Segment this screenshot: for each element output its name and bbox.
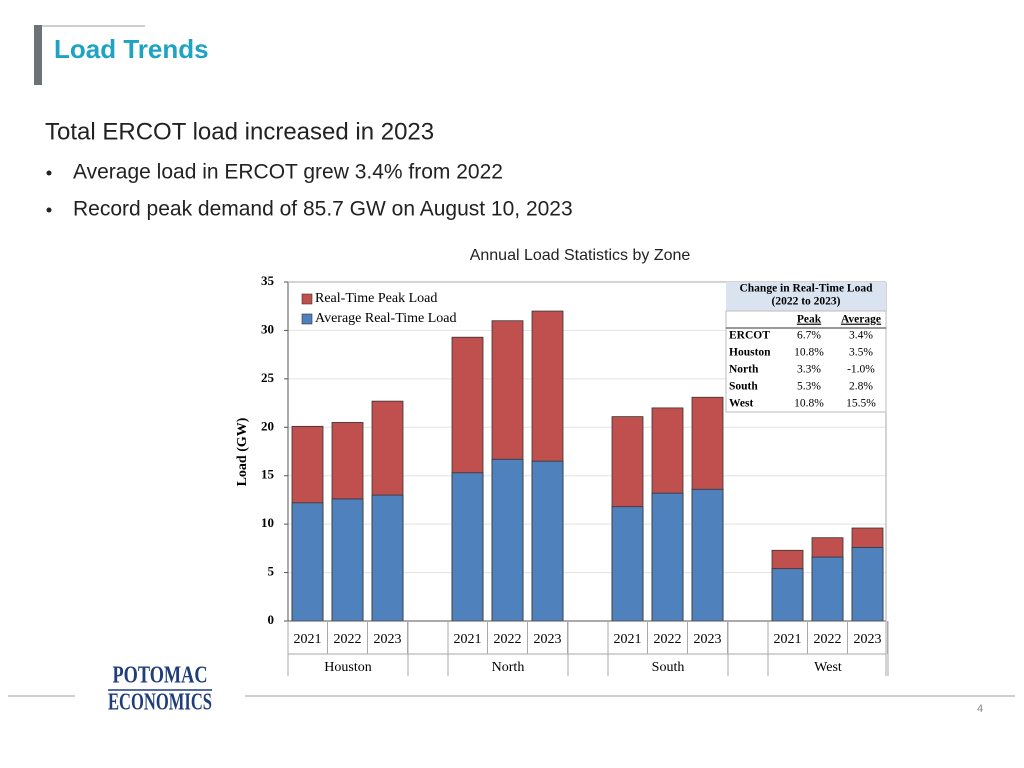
bullet: Record peak demand of 85.7 GW on August …	[73, 198, 573, 221]
x-tick-label: 2022	[814, 632, 842, 647]
y-tick-label: 15	[261, 467, 275, 482]
group-label: North	[492, 660, 525, 675]
table-cell: 10.8%	[794, 398, 824, 410]
table-column-header: Peak	[797, 314, 822, 326]
table-cell: -1.0%	[847, 364, 875, 376]
y-tick-label: 25	[261, 370, 275, 385]
bullet-dot	[46, 207, 52, 213]
bar	[371, 494, 404, 622]
y-tick-label: 10	[261, 515, 274, 530]
bar	[611, 506, 644, 622]
table-cell: 3.4%	[849, 330, 873, 342]
y-tick-label: 0	[268, 612, 275, 627]
table-row-label: South	[729, 381, 758, 393]
table-row-label: Houston	[729, 347, 771, 359]
bar	[851, 546, 884, 622]
bar	[651, 492, 684, 622]
table-cell: 6.7%	[797, 330, 821, 342]
bar	[811, 556, 844, 622]
bar	[451, 472, 484, 622]
table-title: Change in Real-Time Load	[739, 283, 873, 295]
table-cell: 3.3%	[797, 364, 821, 376]
x-tick-label: 2023	[854, 632, 882, 647]
legend-swatch	[301, 293, 313, 305]
table-cell: 15.5%	[846, 398, 876, 410]
title-accent	[34, 25, 42, 85]
table-row-label: ERCOT	[729, 330, 770, 342]
x-tick-label: 2023	[534, 632, 562, 647]
x-tick-label: 2021	[614, 632, 642, 647]
logo-text: POTOMAC	[113, 663, 208, 689]
y-tick-label: 20	[261, 418, 274, 433]
logo-text: ECONOMICS	[108, 690, 212, 716]
legend-swatch	[301, 313, 313, 325]
table-cell: 3.5%	[849, 347, 873, 359]
bar	[291, 502, 324, 622]
table-column-header: Average	[841, 314, 881, 326]
table-cell: 10.8%	[794, 347, 824, 359]
x-tick-label: 2022	[654, 632, 682, 647]
group-label: South	[652, 660, 685, 675]
bar	[691, 488, 724, 622]
table-subtitle: (2022 to 2023)	[772, 296, 841, 308]
group-label: West	[814, 660, 842, 675]
x-tick-label: 2023	[374, 632, 402, 647]
bar	[491, 458, 524, 622]
table-cell: 2.8%	[849, 381, 873, 393]
legend-label: Average Real-Time Load	[315, 311, 457, 326]
x-tick-label: 2021	[454, 632, 482, 647]
y-tick-label: 35	[261, 273, 275, 288]
x-tick-label: 2021	[294, 632, 322, 647]
table-header-bg	[726, 282, 886, 311]
bar	[771, 568, 804, 622]
x-tick-label: 2023	[694, 632, 722, 647]
table-row-label: West	[729, 398, 753, 410]
slide-title: Load Trends	[54, 34, 209, 64]
heading: Total ERCOT load increased in 2023	[45, 118, 434, 145]
bar	[531, 460, 564, 622]
table-row-label: North	[729, 364, 759, 376]
legend-label: Real-Time Peak Load	[315, 291, 437, 306]
bullet: Average load in ERCOT grew 3.4% from 202…	[73, 161, 503, 184]
x-tick-label: 2022	[334, 632, 362, 647]
y-axis-label: Load (GW)	[235, 417, 250, 486]
y-tick-label: 5	[268, 564, 275, 579]
table-cell: 5.3%	[797, 381, 821, 393]
x-tick-label: 2021	[774, 632, 802, 647]
y-tick-label: 30	[261, 321, 274, 336]
page-number: 4	[977, 703, 983, 715]
chart-title: Annual Load Statistics by Zone	[470, 247, 691, 264]
bar	[331, 498, 364, 622]
x-tick-label: 2022	[494, 632, 522, 647]
group-label: Houston	[324, 660, 371, 675]
bullet-dot	[46, 170, 52, 176]
